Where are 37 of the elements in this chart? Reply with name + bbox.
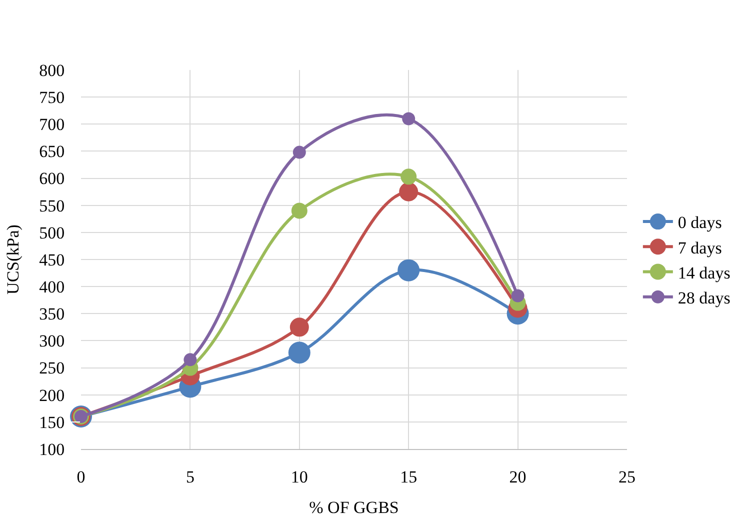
x-tick-label: 25 (618, 467, 636, 486)
y-tick-label: 600 (39, 169, 65, 188)
legend-label: 0 days (678, 213, 722, 232)
point (398, 259, 420, 282)
y-tick-label: 100 (39, 440, 65, 459)
point (288, 342, 310, 364)
y-tick-label: 350 (39, 304, 65, 324)
x-tick-label: 15 (400, 467, 418, 486)
x-axis-title: % OF GGBS (309, 498, 399, 517)
y-tick-label: 150 (39, 412, 65, 432)
x-tick-label: 20 (509, 467, 526, 486)
y-tick-label: 200 (39, 386, 65, 405)
legend-label: 28 days (678, 288, 730, 308)
y-tick-label: 450 (39, 250, 65, 270)
y-tick-label: 400 (39, 278, 65, 297)
y-tick-label: 800 (39, 60, 65, 80)
point (400, 168, 417, 185)
point (184, 353, 197, 366)
point (291, 202, 308, 219)
y-tick-label: 550 (39, 196, 65, 216)
y-tick-label: 750 (39, 88, 65, 108)
y-tick-label: 700 (39, 115, 65, 134)
point (292, 146, 306, 159)
y-axis-title: UCS(kPa) (4, 224, 23, 294)
point (511, 289, 524, 302)
y-tick-label: 300 (39, 332, 65, 351)
point (290, 318, 309, 337)
point (399, 182, 418, 202)
x-tick-label: 0 (76, 467, 86, 486)
y-tick-label: 250 (39, 358, 65, 378)
legend-label: 14 days (678, 263, 730, 282)
x-tick-label: 10 (290, 467, 308, 486)
y-tick-label: 500 (39, 223, 65, 242)
point (402, 112, 416, 126)
y-tick-label: 650 (39, 142, 65, 162)
x-tick-label: 5 (186, 467, 194, 486)
legend-label: 7 days (678, 238, 722, 258)
